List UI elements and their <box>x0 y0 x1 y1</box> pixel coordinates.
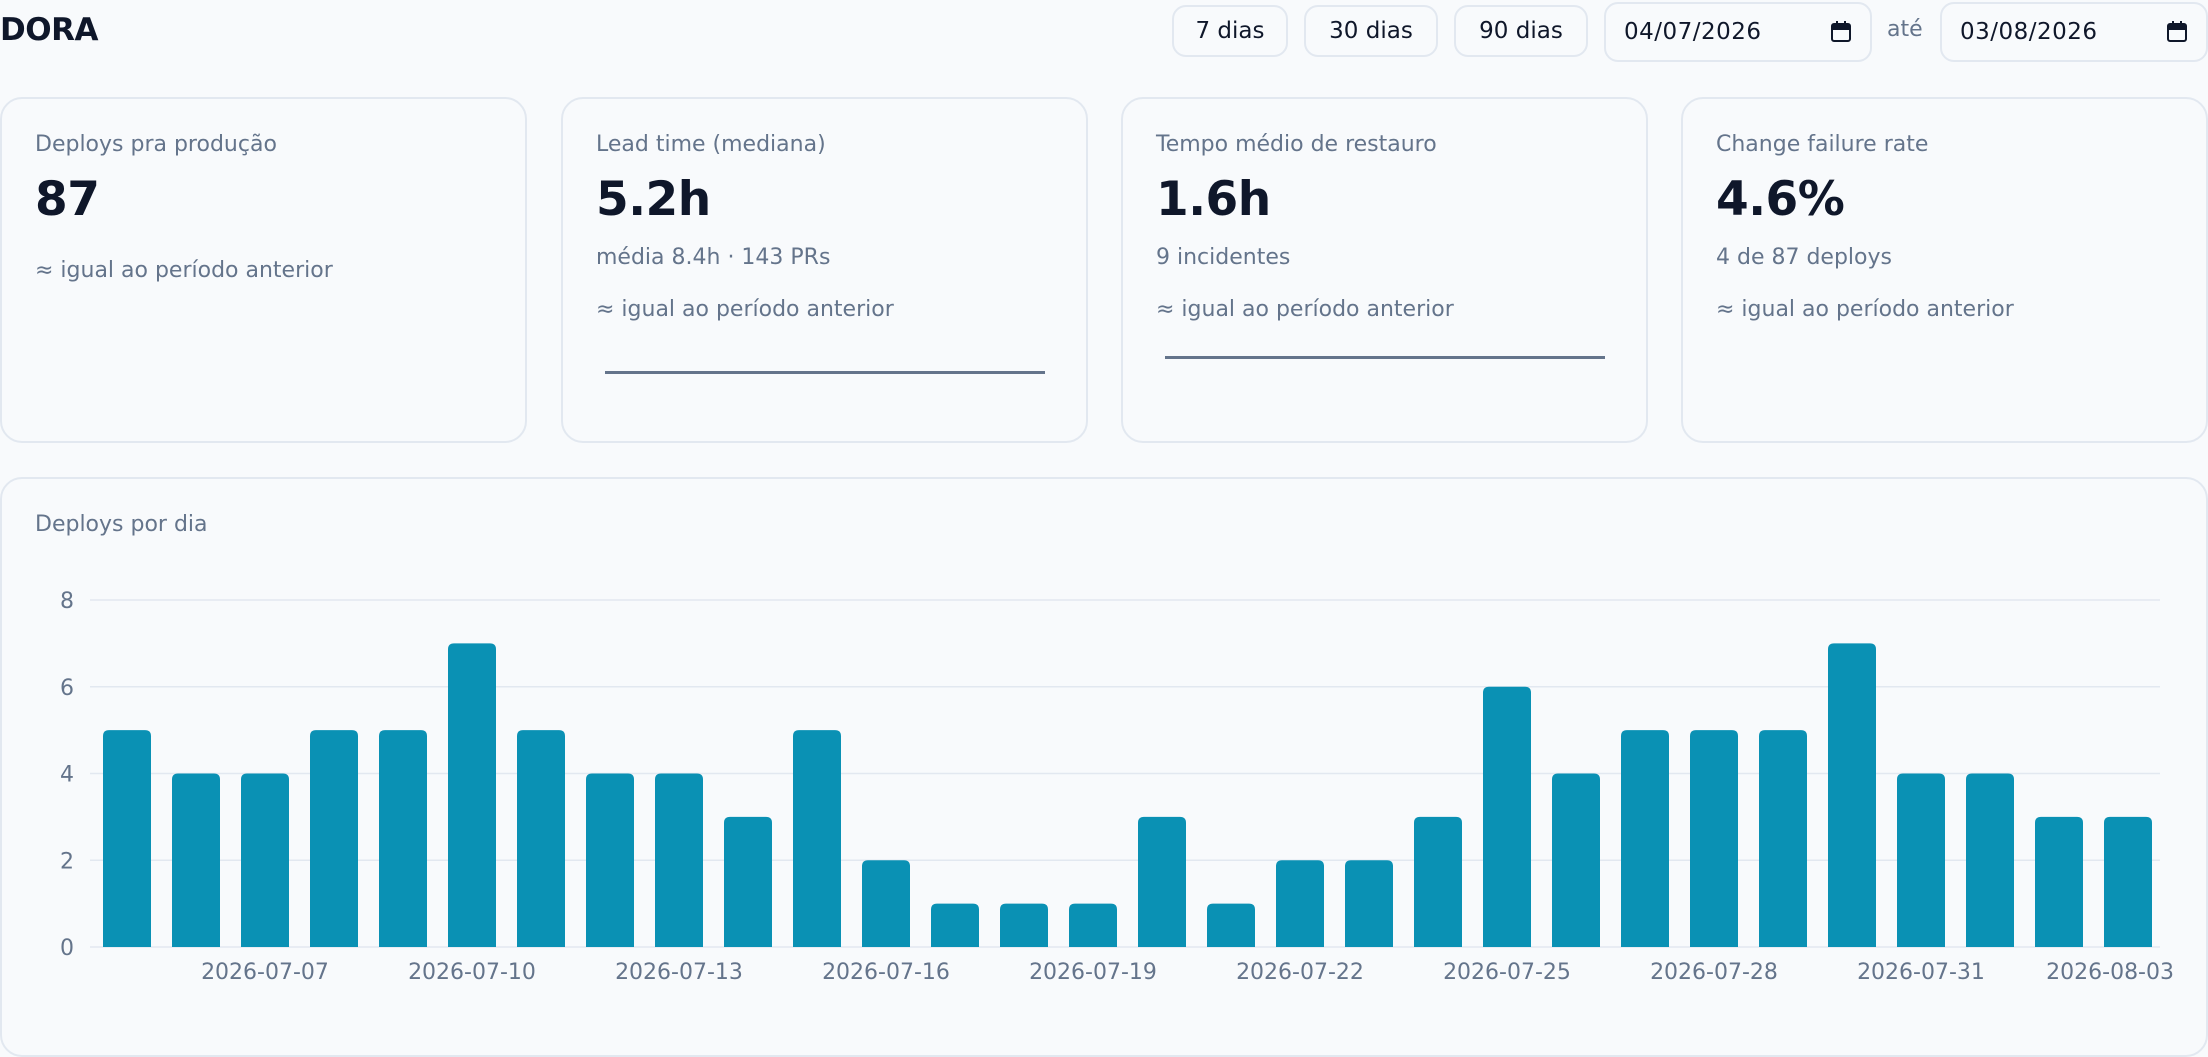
x-tick-label: 2026-08-03 <box>2046 960 2174 985</box>
bar-2026-07-08[interactable] <box>310 730 358 947</box>
date-to-input[interactable]: 03/08/2026 <box>1940 2 2208 62</box>
y-tick-label: 4 <box>60 763 74 788</box>
x-tick-label: 2026-07-19 <box>1029 960 1157 985</box>
deploys-bar-chart: 0 2 4 6 8 2026-07-07 2026-07-10 2026-07-13 2026-… <box>60 589 2174 985</box>
bar-2026-07-07[interactable] <box>241 773 289 948</box>
x-tick-label: 2026-07-28 <box>1650 960 1778 985</box>
metric-value: 5.2h <box>596 172 711 227</box>
bar-2026-07-26[interactable] <box>1552 773 1600 948</box>
range-30-days-button[interactable]: 30 dias <box>1304 5 1438 57</box>
date-to-value: 03/08/2026 <box>1960 19 2098 45</box>
bar-2026-08-02[interactable] <box>2035 816 2083 947</box>
date-separator: até <box>1887 17 1923 42</box>
bar-2026-07-06[interactable] <box>172 773 220 948</box>
metric-label: Lead time (mediana) <box>596 132 826 157</box>
chart-title: Deploys por dia <box>35 512 208 537</box>
metric-label: Deploys pra produção <box>35 132 277 157</box>
bar-2026-07-16[interactable] <box>862 860 910 947</box>
bar-2026-07-25[interactable] <box>1483 686 1531 947</box>
calendar-icon[interactable] <box>1830 21 1852 43</box>
metric-label: Tempo médio de restauro <box>1156 132 1437 157</box>
bar-2026-07-30[interactable] <box>1828 643 1876 947</box>
metric-value: 1.6h <box>1156 172 1271 227</box>
y-tick-label: 6 <box>60 676 74 701</box>
bar-2026-07-11[interactable] <box>517 730 565 947</box>
x-tick-label: 2026-07-22 <box>1236 960 1364 985</box>
metric-sub: 9 incidentes <box>1156 245 1291 270</box>
range-7-days-button[interactable]: 7 dias <box>1172 5 1288 57</box>
metric-value: 4.6% <box>1716 172 1845 227</box>
bar-2026-07-19[interactable] <box>1069 903 1117 947</box>
bar-2026-07-17[interactable] <box>931 903 979 947</box>
metric-card-change-failure-rate: Change failure rate 4.6% 4 de 87 deploys… <box>1681 97 2208 443</box>
bar-2026-08-01[interactable] <box>1966 773 2014 948</box>
bar-2026-07-20[interactable] <box>1138 816 1186 947</box>
metric-trend: ≈ igual ao período anterior <box>35 258 333 283</box>
metric-card-deploys: Deploys pra produção 87 ≈ igual ao perío… <box>0 97 527 443</box>
bar-2026-07-15[interactable] <box>793 730 841 947</box>
bar-2026-07-23[interactable] <box>1345 860 1393 947</box>
sparkline <box>605 371 1045 374</box>
metric-value: 87 <box>35 172 100 227</box>
metric-trend: ≈ igual ao período anterior <box>1156 297 1454 322</box>
bar-2026-07-05[interactable] <box>103 730 151 947</box>
bar-2026-07-13[interactable] <box>655 773 703 948</box>
metric-sub: 4 de 87 deploys <box>1716 245 1892 270</box>
bar-2026-07-14[interactable] <box>724 816 772 947</box>
calendar-icon[interactable] <box>2166 21 2188 43</box>
page-title: DORA <box>0 12 98 48</box>
bar-2026-07-27[interactable] <box>1621 730 1669 947</box>
bar-2026-07-31[interactable] <box>1897 773 1945 948</box>
x-tick-label: 2026-07-16 <box>822 960 950 985</box>
bar-2026-07-21[interactable] <box>1207 903 1255 947</box>
x-tick-label: 2026-07-07 <box>201 960 329 985</box>
date-from-value: 04/07/2026 <box>1624 19 1762 45</box>
y-tick-label: 2 <box>60 849 74 874</box>
metric-card-restore-time: Tempo médio de restauro 1.6h 9 incidente… <box>1121 97 1648 443</box>
top-bar: DORA 7 dias 30 dias 90 dias 04/07/2026 a… <box>0 0 2208 64</box>
deploys-per-day-chart-card: Deploys por dia 0 2 4 6 8 2026-07-07 2026-07-1… <box>0 477 2208 1057</box>
metric-card-lead-time: Lead time (mediana) 5.2h média 8.4h · 14… <box>561 97 1088 443</box>
bar-2026-07-24[interactable] <box>1414 816 1462 947</box>
bar-2026-07-18[interactable] <box>1000 903 1048 947</box>
x-tick-label: 2026-07-31 <box>1857 960 1985 985</box>
bar-2026-08-03[interactable] <box>2104 816 2152 947</box>
y-tick-label: 0 <box>60 936 74 961</box>
bar-2026-07-28[interactable] <box>1690 730 1738 947</box>
bar-2026-07-09[interactable] <box>379 730 427 947</box>
bar-2026-07-12[interactable] <box>586 773 634 948</box>
x-tick-label: 2026-07-25 <box>1443 960 1571 985</box>
metric-sub: média 8.4h · 143 PRs <box>596 245 831 270</box>
x-tick-label: 2026-07-13 <box>615 960 743 985</box>
metric-trend: ≈ igual ao período anterior <box>1716 297 2014 322</box>
bar-2026-07-29[interactable] <box>1759 730 1807 947</box>
bar-2026-07-10[interactable] <box>448 643 496 947</box>
bar-2026-07-22[interactable] <box>1276 860 1324 947</box>
metric-trend: ≈ igual ao período anterior <box>596 297 894 322</box>
y-tick-label: 8 <box>60 589 74 614</box>
x-tick-label: 2026-07-10 <box>408 960 536 985</box>
date-from-input[interactable]: 04/07/2026 <box>1604 2 1872 62</box>
metric-label: Change failure rate <box>1716 132 1929 157</box>
sparkline <box>1165 356 1605 359</box>
range-90-days-button[interactable]: 90 dias <box>1454 5 1588 57</box>
